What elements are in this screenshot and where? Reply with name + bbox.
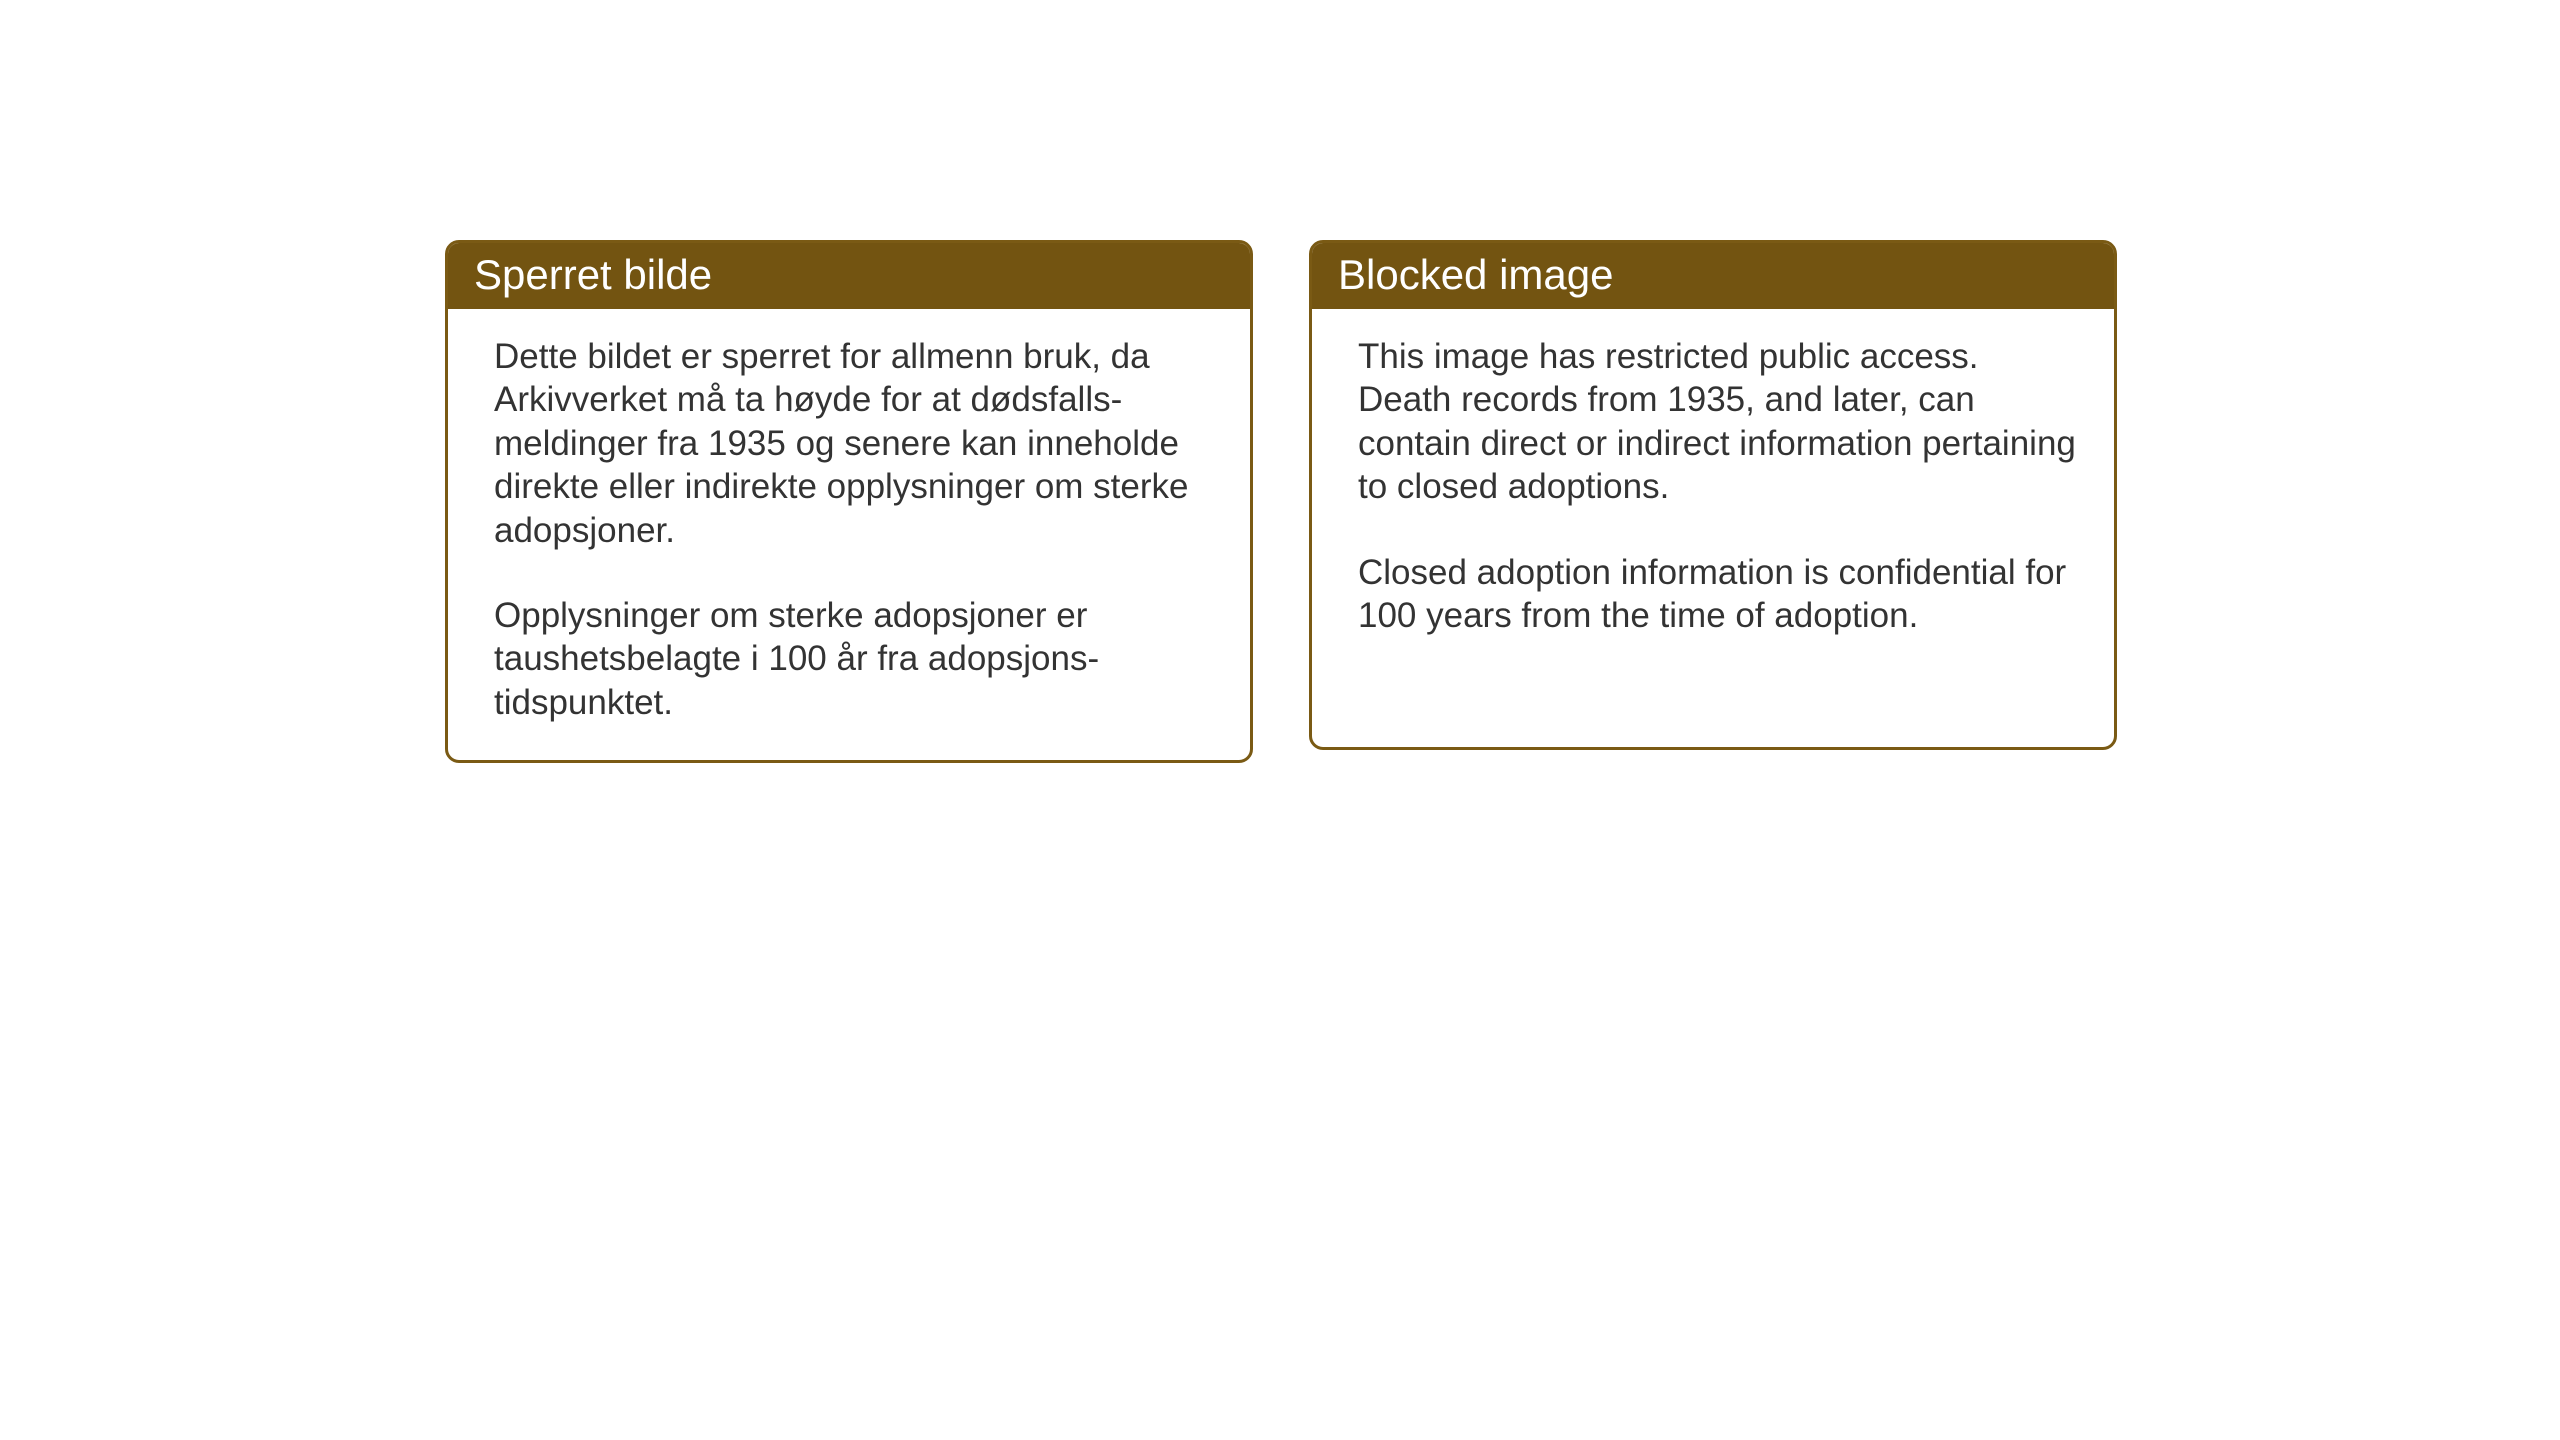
card-header-english: Blocked image xyxy=(1312,243,2114,309)
card-english: Blocked image This image has restricted … xyxy=(1309,240,2117,750)
cards-container: Sperret bilde Dette bildet er sperret fo… xyxy=(445,240,2117,763)
card-header-norwegian: Sperret bilde xyxy=(448,243,1250,309)
card-body-norwegian: Dette bildet er sperret for allmenn bruk… xyxy=(448,309,1250,760)
card-norwegian: Sperret bilde Dette bildet er sperret fo… xyxy=(445,240,1253,763)
card-body-english: This image has restricted public access.… xyxy=(1312,309,2114,673)
card-paragraph-2-norwegian: Opplysninger om sterke adopsjoner er tau… xyxy=(494,594,1214,724)
card-paragraph-1-english: This image has restricted public access.… xyxy=(1358,335,2078,509)
card-paragraph-1-norwegian: Dette bildet er sperret for allmenn bruk… xyxy=(494,335,1214,552)
card-paragraph-2-english: Closed adoption information is confident… xyxy=(1358,551,2078,638)
